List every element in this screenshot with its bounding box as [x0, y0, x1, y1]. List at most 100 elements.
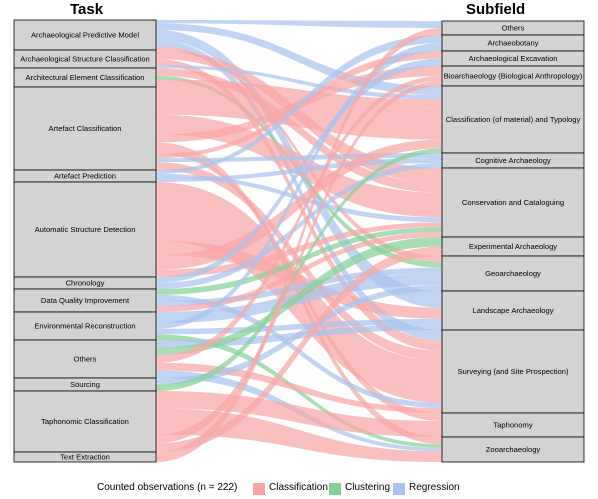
- subfield-node-cognitive-archaeology: Cognitive Archaeology: [441, 152, 585, 169]
- flow-architectural-element-classification-to-conservation-and-cataloguing-classification: [156, 68, 442, 193]
- flow-architectural-element-classification-to-classification-of-material-and-typology-classification: [156, 79, 442, 109]
- task-label: Automatic Structure Detection: [35, 225, 136, 234]
- task-label: Data Quality Improvement: [41, 296, 130, 305]
- task-node-environmental-reconstruction: Environmental Reconstruction: [13, 311, 157, 341]
- flow-chronology-to-cognitive-archaeology-regression: [156, 163, 442, 289]
- legend-swatch-classification: [253, 483, 265, 495]
- flow-archaeological-predictive-model-to-classification-of-material-and-typology-regression: [156, 23, 442, 95]
- task-bar: [13, 390, 157, 453]
- task-axis: Archaeological Predictive Model Archaeolo…: [13, 19, 157, 463]
- task-label: Text Extraction: [60, 453, 110, 462]
- subfield-node-zooarchaeology: Zooarchaeology: [441, 436, 585, 463]
- subfield-node-geoarchaeology: Geoarchaeology: [441, 255, 585, 292]
- flow-archaeological-predictive-model-to-others-regression: [156, 20, 442, 28]
- subfield-label: Archaeological Excavation: [468, 54, 557, 63]
- subfield-label: Conservation and Cataloguing: [462, 198, 564, 207]
- legend-label-classification: Classification: [269, 482, 328, 493]
- task-node-text-extraction: Text Extraction: [13, 451, 157, 463]
- task-node-archaeological-predictive-model: Archaeological Predictive Model: [13, 19, 157, 51]
- flow-artefact-classification-to-conservation-and-cataloguing-classification: [156, 114, 442, 218]
- subfield-bar: [441, 85, 585, 154]
- subfield-node-experimental-archaeology: Experimental Archaeology: [441, 236, 585, 257]
- subfield-node-bioarchaeology-biological-anthropology: Bioarchaeology (Biological Anthropology): [441, 65, 585, 87]
- subfield-bar: [441, 255, 585, 292]
- flow-others-to-experimental-archaeology-clustering: [156, 237, 442, 356]
- flow-automatic-structure-detection-to-classification-of-material-and-typology-classification: [156, 139, 442, 270]
- task-node-artefact-prediction: Artefact Prediction: [13, 169, 157, 183]
- subfield-label: Surveying (and Site Prospection): [457, 367, 568, 376]
- task-bar: [13, 181, 157, 278]
- subfield-node-taphonomy: Taphonomy: [441, 412, 585, 438]
- subfield-label: Taphonomy: [493, 421, 532, 430]
- task-label: Environmental Reconstruction: [34, 322, 135, 331]
- task-bar: [13, 86, 157, 171]
- flow-artefact-prediction-to-archaeobotany-regression: [156, 35, 442, 174]
- task-node-others: Others: [13, 339, 157, 379]
- task-label: Others: [74, 355, 97, 364]
- subfield-bar: [441, 436, 585, 463]
- flow-data-quality-improvement-to-geoarchaeology-regression: [156, 267, 442, 307]
- task-label: Artefact Classification: [48, 124, 121, 133]
- subfield-label: Zooarchaeology: [486, 445, 541, 454]
- flow-others-to-bioarchaeology-biological-anthropology-classification: [156, 76, 442, 363]
- subfield-node-archaeological-excavation: Archaeological Excavation: [441, 50, 585, 67]
- subfield-node-archaeobotany: Archaeobotany: [441, 34, 585, 52]
- task-bar: [13, 451, 157, 463]
- subfield-label: Cognitive Archaeology: [475, 156, 551, 165]
- flow-environmental-reconstruction-to-archaeobotany-regression: [156, 43, 442, 329]
- legend-swatch-regression: [393, 483, 405, 495]
- task-bar: [13, 311, 157, 341]
- subfield-label: Experimental Archaeology: [469, 242, 557, 251]
- flow-others-to-surveying-and-site-prospection-classification: [156, 362, 442, 413]
- legend-swatch-clustering: [329, 483, 341, 495]
- flow-artefact-classification-to-classification-of-material-and-typology-classification: [156, 87, 442, 140]
- task-bar: [13, 339, 157, 379]
- subfield-label: Archaeobotany: [487, 39, 538, 48]
- subfield-bar: [441, 290, 585, 331]
- flow-automatic-structure-detection-to-landscape-archaeology-classification: [156, 240, 442, 319]
- subfield-axis: Others Archaeobotany Archaeological Excava…: [441, 20, 585, 463]
- subfield-node-conservation-and-cataloguing: Conservation and Cataloguing: [441, 167, 585, 238]
- task-node-architectural-element-classification: Architectural Element Classification: [13, 67, 157, 88]
- legend: Counted observations (n = 222) Classific…: [0, 480, 598, 496]
- task-label: Archaeological Structure Classification: [20, 55, 150, 64]
- task-label: Chronology: [66, 279, 105, 288]
- subfield-bar: [441, 167, 585, 238]
- task-node-sourcing: Sourcing: [13, 377, 157, 392]
- task-label: Artefact Prediction: [54, 172, 116, 181]
- subfield-node-landscape-archaeology: Landscape Archaeology: [441, 290, 585, 331]
- flow-layer: [156, 20, 442, 462]
- flow-taphonomic-classification-to-zooarchaeology-classification: [156, 408, 442, 462]
- subfield-bar: [441, 329, 585, 414]
- task-label: Sourcing: [70, 380, 100, 389]
- task-node-taphonomic-classification: Taphonomic Classification: [13, 390, 157, 453]
- task-node-data-quality-improvement: Data Quality Improvement: [13, 288, 157, 313]
- legend-title: Counted observations (n = 222): [97, 482, 238, 493]
- subfield-node-others: Others: [441, 20, 585, 36]
- flow-taphonomic-classification-to-experimental-archaeology-classification: [156, 246, 442, 452]
- task-axis-title: Task: [70, 1, 104, 18]
- subfield-node-classification-of-material-and-typology: Classification (of material) and Typolog…: [441, 85, 585, 154]
- flow-sourcing-to-classification-of-material-and-typology-clustering: [156, 148, 442, 391]
- task-label: Architectural Element Classification: [25, 73, 144, 82]
- flow-sourcing-to-geoarchaeology-regression: [156, 285, 442, 385]
- flow-archaeological-predictive-model-to-surveying-and-site-prospection-regression: [156, 40, 442, 341]
- task-node-artefact-classification: Artefact Classification: [13, 86, 157, 171]
- subfield-bar: [441, 412, 585, 438]
- flow-taphonomic-classification-to-bioarchaeology-biological-anthropology-classification: [156, 81, 442, 444]
- flow-automatic-structure-detection-to-conservation-and-cataloguing-classification: [156, 222, 442, 277]
- flow-chronology-to-archaeological-excavation-regression: [156, 58, 442, 283]
- subfield-label: Bioarchaeology (Biological Anthropology): [444, 72, 583, 81]
- flow-data-quality-improvement-to-conservation-and-cataloguing-classification: [156, 232, 442, 312]
- subfield-label: Classification (of material) and Typolog…: [446, 115, 581, 124]
- flow-text-extraction-to-others-classification: [156, 28, 442, 462]
- task-label: Taphonomic Classification: [41, 417, 129, 426]
- subfield-label: Landscape Archaeology: [472, 306, 553, 315]
- task-node-automatic-structure-detection: Automatic Structure Detection: [13, 181, 157, 278]
- subfield-node-surveying-and-site-prospection: Surveying (and Site Prospection): [441, 329, 585, 414]
- task-node-chronology: Chronology: [13, 276, 157, 290]
- flow-archaeological-structure-classification-to-classification-of-material-and-typology-regression: [156, 65, 442, 100]
- legend-label-regression: Regression: [409, 482, 460, 493]
- task-node-archaeological-structure-classification: Archaeological Structure Classification: [13, 49, 157, 69]
